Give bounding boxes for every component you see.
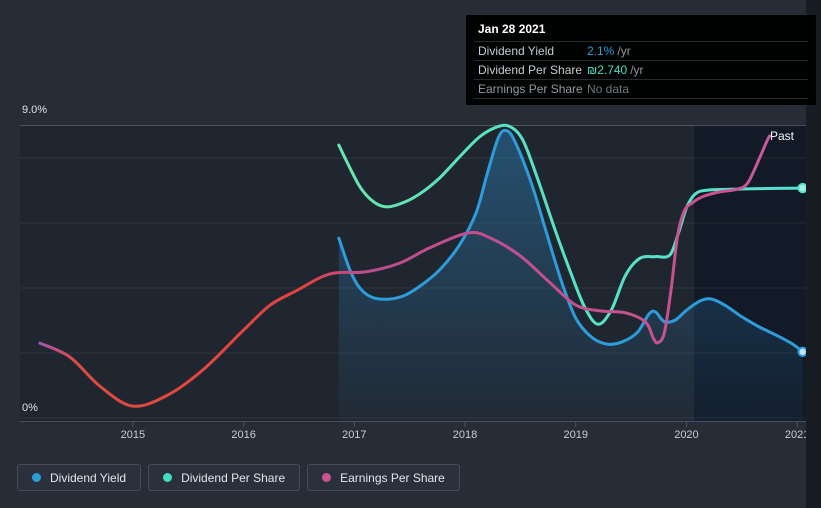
x-axis-label-2015: 2015 (120, 429, 146, 441)
legend-label: Dividend Per Share (181, 470, 286, 485)
tooltip-row-earnings-per-share: Earnings Per Share No data (474, 79, 808, 99)
legend-label: Earnings Per Share (340, 470, 445, 485)
past-label: Past (770, 129, 795, 143)
tooltip-label: Dividend Yield (478, 44, 555, 58)
x-axis-label-2020: 2020 (674, 429, 699, 441)
y-axis-label-min: 0% (22, 402, 38, 414)
x-axis-label-2021: 2021 (784, 429, 810, 441)
legend-toggle-dividend-yield[interactable]: Dividend Yield (17, 464, 142, 491)
x-axis-label-2018: 2018 (452, 429, 478, 441)
tooltip-value: No data (587, 82, 630, 96)
y-axis-label-max: 9.0% (22, 104, 48, 116)
tooltip-label: Earnings Per Share (478, 82, 583, 96)
chart-svg[interactable] (20, 123, 808, 428)
legend-dot-icon (163, 473, 173, 482)
chart-tooltip: Jan 28 2021 Dividend Yield 2.1%/yr Divid… (466, 15, 816, 105)
legend-dot-icon (322, 473, 332, 482)
legend-dot-icon (32, 473, 41, 482)
tooltip-row-dividend-yield: Dividend Yield 2.1%/yr (474, 41, 808, 60)
legend-label: Dividend Yield (50, 470, 127, 485)
tooltip-date: Jan 28 2021 (478, 22, 546, 36)
x-axis-label-2017: 2017 (342, 429, 367, 441)
tooltip-row-dividend-per-share: Dividend Per Share ₪2.740/yr (474, 60, 808, 79)
tooltip-value: 2.1%/yr (587, 44, 631, 58)
legend-toggle-dividend-per-share[interactable]: Dividend Per Share (148, 464, 301, 491)
right-edge-strip (806, 0, 821, 508)
x-axis-label-2019: 2019 (563, 429, 588, 441)
x-axis-label-2016: 2016 (231, 429, 256, 441)
tooltip-label: Dividend Per Share (478, 63, 583, 77)
legend: Dividend Yield Dividend Per Share Earnings… (17, 464, 460, 491)
x-axis-labels: 2015 2016 2017 2018 2019 2020 2021 (0, 429, 821, 443)
legend-toggle-earnings-per-share[interactable]: Earnings Per Share (307, 464, 460, 491)
tooltip-value: ₪2.740/yr (587, 63, 644, 77)
